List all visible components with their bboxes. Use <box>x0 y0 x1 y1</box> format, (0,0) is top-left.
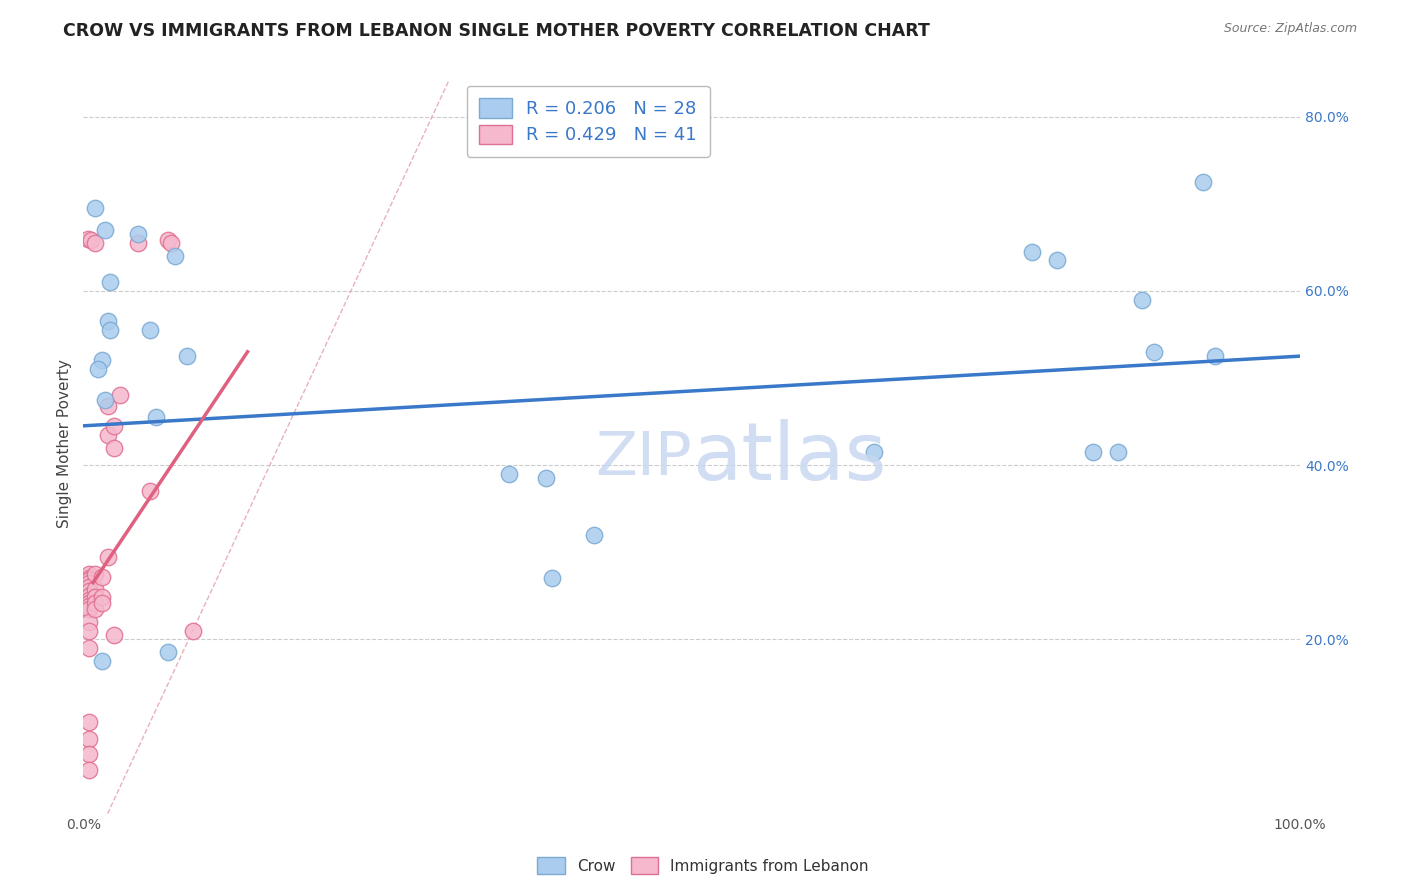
Point <box>79 615 101 629</box>
Point <box>79 763 101 777</box>
Point <box>94 223 117 237</box>
Point <box>1083 445 1105 459</box>
Point <box>79 602 101 616</box>
Point <box>79 732 101 747</box>
Point <box>94 392 117 407</box>
Text: atlas: atlas <box>692 419 886 497</box>
Point <box>498 467 520 481</box>
Point <box>79 589 101 603</box>
Point <box>98 275 121 289</box>
Point <box>84 566 107 581</box>
Point <box>77 231 100 245</box>
Point <box>79 580 101 594</box>
Point <box>79 566 101 581</box>
Text: ZIP: ZIP <box>595 428 692 488</box>
Point <box>103 441 125 455</box>
Point <box>79 714 101 729</box>
Point <box>79 593 101 607</box>
Point <box>540 571 562 585</box>
Point <box>84 602 107 616</box>
Point <box>97 399 120 413</box>
Point <box>90 353 112 368</box>
Text: CROW VS IMMIGRANTS FROM LEBANON SINGLE MOTHER POVERTY CORRELATION CHART: CROW VS IMMIGRANTS FROM LEBANON SINGLE M… <box>63 22 931 40</box>
Point <box>1143 344 1166 359</box>
Point <box>79 584 101 599</box>
Point <box>534 471 557 485</box>
Point <box>84 591 107 605</box>
Point <box>1046 253 1069 268</box>
Point <box>1130 293 1153 307</box>
Point <box>103 418 125 433</box>
Point <box>90 569 112 583</box>
Point <box>79 233 101 247</box>
Point <box>157 645 180 659</box>
Point <box>160 235 183 250</box>
Point <box>79 624 101 638</box>
Point <box>90 596 112 610</box>
Point <box>139 323 162 337</box>
Point <box>79 640 101 655</box>
Point <box>84 582 107 596</box>
Point <box>103 628 125 642</box>
Point <box>79 596 101 610</box>
Point <box>79 571 101 585</box>
Point <box>1107 445 1129 459</box>
Point <box>863 445 886 459</box>
Point <box>145 410 167 425</box>
Point <box>79 573 101 587</box>
Y-axis label: Single Mother Poverty: Single Mother Poverty <box>58 359 72 528</box>
Point <box>157 233 180 247</box>
Legend: Crow, Immigrants from Lebanon: Crow, Immigrants from Lebanon <box>531 851 875 880</box>
Point <box>1021 244 1043 259</box>
Point <box>583 527 606 541</box>
Point <box>84 235 107 250</box>
Text: Source: ZipAtlas.com: Source: ZipAtlas.com <box>1223 22 1357 36</box>
Point <box>79 575 101 590</box>
Point <box>1191 175 1213 189</box>
Point <box>84 201 107 215</box>
Point <box>90 591 112 605</box>
Point <box>139 484 162 499</box>
Point <box>163 249 186 263</box>
Point <box>84 596 107 610</box>
Point <box>79 599 101 614</box>
Point <box>87 362 110 376</box>
Point <box>176 349 198 363</box>
Point <box>108 388 131 402</box>
Point <box>97 314 120 328</box>
Point <box>181 624 204 638</box>
Point <box>127 227 149 242</box>
Legend: R = 0.206   N = 28, R = 0.429   N = 41: R = 0.206 N = 28, R = 0.429 N = 41 <box>467 86 710 157</box>
Point <box>97 427 120 442</box>
Point <box>79 747 101 762</box>
Point <box>127 235 149 250</box>
Point <box>1204 349 1226 363</box>
Point <box>97 549 120 564</box>
Point <box>90 654 112 668</box>
Point <box>98 323 121 337</box>
